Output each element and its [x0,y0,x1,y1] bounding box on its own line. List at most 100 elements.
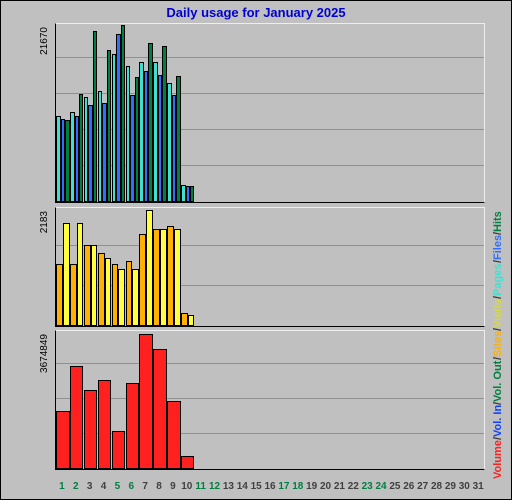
legend-separator: / [492,296,504,299]
bar-volume [112,431,125,469]
bar-pages [176,76,180,202]
x-tick-label: 27 [416,481,430,495]
x-tick-label: 4 [97,481,111,495]
bar-group [139,22,152,202]
bar-group [70,22,83,202]
bar-sites [188,315,195,326]
bar-volume [98,380,111,469]
bar-sites [91,245,98,326]
bar-visits [56,264,63,326]
bar-volume [126,383,139,469]
legend-separator: / [492,328,504,331]
x-tick-label: 29 [444,481,458,495]
bar-volume [70,366,83,469]
bar-group [56,206,69,326]
bar-volume [153,349,166,469]
x-tick-label: 21 [333,481,347,495]
legend-item: Vol. In [492,405,504,437]
bar-pages [121,25,125,202]
x-tick-label: 3 [83,481,97,495]
legend-separator: / [492,232,504,235]
x-tick-label: 25 [388,481,402,495]
bar-group [181,22,194,202]
x-tick-label: 16 [263,481,277,495]
panel-mid [55,207,485,327]
bar-group [112,206,125,326]
bar-group [112,22,125,202]
x-tick-label: 17 [277,481,291,495]
bar-visits [181,313,188,327]
bar-sites [132,269,139,326]
chart-container: Daily usage for January 2025 21670218336… [0,0,512,500]
bar-group [56,22,69,202]
legend-separator: / [492,357,504,360]
bar-group [126,22,139,202]
x-tick-label: 8 [152,481,166,495]
x-tick-label: 6 [124,481,138,495]
x-axis: 1234567891011121314151617181920212223242… [55,481,485,495]
bar-visits [98,253,105,326]
bar-visits [126,261,133,326]
bar-sites [118,269,125,326]
bar-visits [167,226,174,326]
legend-item: Hits [492,211,504,232]
bar-group [98,22,111,202]
bar-group [181,206,194,326]
bar-group [84,206,97,326]
bar-volume [181,456,194,469]
bar-visits [153,229,160,326]
x-tick-label: 12 [208,481,222,495]
panel-bot [55,330,485,470]
x-tick-label: 19 [305,481,319,495]
bar-pages [93,31,97,202]
bar-group [70,206,83,326]
x-tick-label: 2 [69,481,83,495]
bar-group [84,329,97,469]
y-axis-label: 2183 [39,211,50,233]
bar-pages [190,186,194,202]
legend-separator: / [492,437,504,440]
bar-sites [174,229,181,326]
legend-item: Vol. Out [492,360,504,401]
bar-pages [148,43,152,202]
x-tick-label: 5 [111,481,125,495]
bar-group [98,206,111,326]
legend-separator: / [492,260,504,263]
bar-sites [105,258,112,326]
legend-item: Files [492,235,504,260]
bar-volume [56,411,69,469]
legend-item: Volume [492,440,504,479]
bar-volume [139,334,152,469]
x-tick-label: 28 [430,481,444,495]
bar-volume [167,401,180,469]
bar-sites [146,210,153,326]
bar-group [84,22,97,202]
x-tick-label: 9 [166,481,180,495]
x-tick-label: 14 [235,481,249,495]
bar-visits [139,234,146,326]
x-tick-label: 18 [291,481,305,495]
bar-group [139,206,152,326]
bar-pages [65,120,69,202]
bar-sites [63,223,70,326]
legend-item: Pages [492,263,504,295]
bar-visits [112,264,119,326]
x-tick-label: 11 [194,481,208,495]
bar-sites [160,229,167,326]
bar-group [98,329,111,469]
x-tick-label: 30 [457,481,471,495]
x-tick-label: 24 [374,481,388,495]
bar-group [70,329,83,469]
bar-group [126,329,139,469]
bar-pages [162,46,166,202]
x-tick-label: 20 [319,481,333,495]
bar-group [56,329,69,469]
x-tick-label: 10 [180,481,194,495]
x-tick-label: 22 [346,481,360,495]
bar-pages [135,77,139,202]
bar-visits [70,264,77,326]
x-tick-label: 1 [55,481,69,495]
bar-group [153,329,166,469]
bar-group [112,329,125,469]
y-axis-label: 21670 [39,27,50,55]
